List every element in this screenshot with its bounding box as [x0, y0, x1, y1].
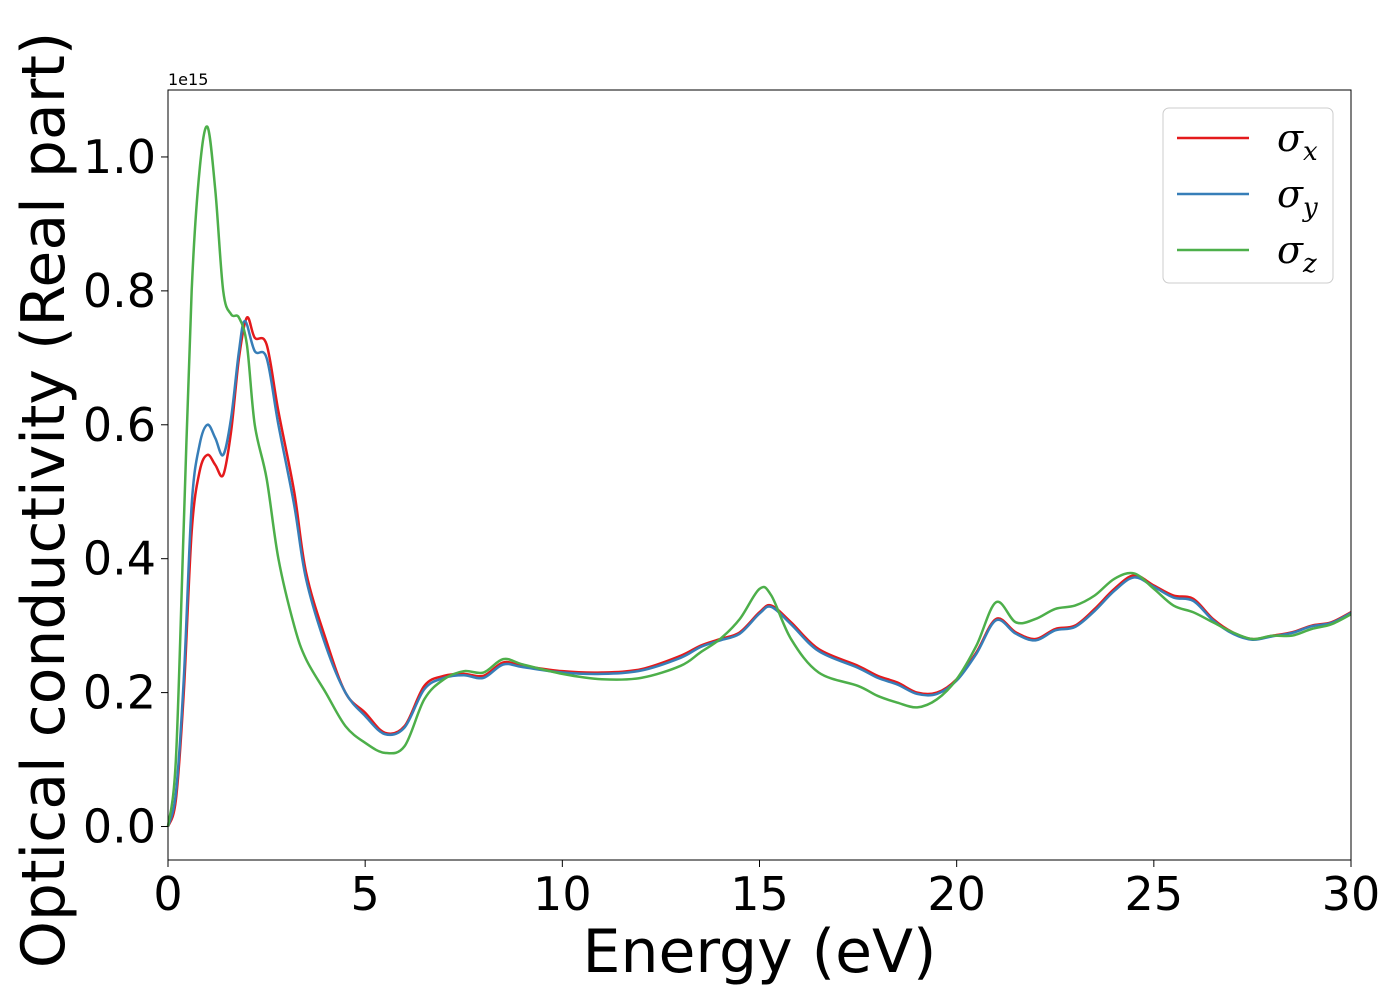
x-tick-label: 0 — [153, 867, 182, 921]
x-tick-label: 25 — [1125, 867, 1184, 921]
x-axis-title: Energy (eV) — [583, 917, 937, 987]
y-tick-label: 1.0 — [83, 130, 156, 184]
series-layer — [166, 125, 1352, 827]
y-tick-label: 0.4 — [83, 532, 156, 586]
series-line-z — [166, 125, 1352, 827]
x-axis: 0 5 10 15 20 25 30 — [153, 860, 1380, 921]
y-tick-label: 0.6 — [83, 398, 156, 452]
legend-label-z: σz — [1277, 228, 1317, 279]
x-tick-label: 10 — [533, 867, 592, 921]
y-axis-title: Optical conductivity (Real part) — [9, 32, 79, 969]
x-tick-label: 5 — [351, 867, 380, 921]
legend-label-x: σx — [1277, 116, 1318, 167]
legend-box — [1162, 107, 1334, 284]
series-line-y — [166, 319, 1352, 827]
x-tick-label: 20 — [927, 867, 986, 921]
y-axis: 0.0 0.2 0.4 0.6 0.8 1.0 — [83, 130, 168, 854]
y-offset-label: 1e15 — [168, 70, 208, 89]
legend-label-y: σy — [1277, 172, 1318, 223]
y-tick-label: 0.2 — [83, 666, 156, 720]
x-tick-label: 30 — [1322, 867, 1381, 921]
x-tick-label: 15 — [730, 867, 789, 921]
y-tick-label: 0.0 — [83, 800, 156, 854]
y-tick-label: 0.8 — [83, 264, 156, 318]
